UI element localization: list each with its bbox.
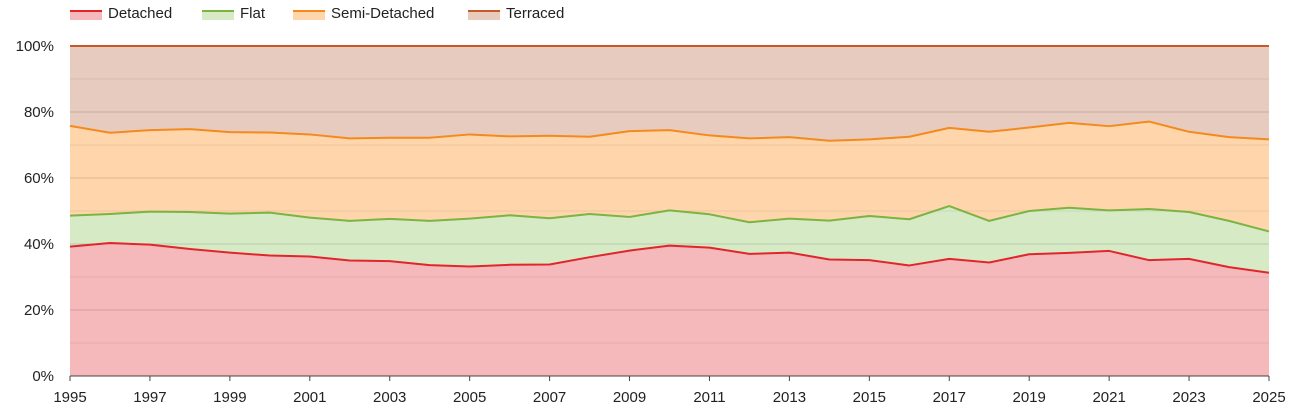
legend-swatch [202,10,234,20]
legend-label: Terraced [506,5,564,22]
legend-item-flat: Flat [202,5,266,22]
axis-layer: 0% 20% 40% 60% 80% 100% 1995 1997 1999 2001 2003 20… [16,38,1286,406]
x-tick-label: 2023 [1172,389,1205,406]
legend-item-detached: Detached [70,5,172,22]
area-terraced [70,46,1269,141]
legend-label: Flat [240,5,266,22]
legend-item-semi-detached: Semi-Detached [293,5,434,22]
y-tick-label: 0% [32,368,54,385]
y-tick-label: 100% [16,38,54,55]
x-tick-label: 2001 [293,389,326,406]
x-tick-label: 2005 [453,389,486,406]
x-tick-label: 2011 [693,389,725,406]
legend-label: Detached [108,5,172,22]
area-detached [70,243,1269,376]
area-flat [70,206,1269,273]
y-tick-label: 60% [24,170,54,187]
line-flat [69,205,1270,233]
x-tick-label: 2009 [613,389,646,406]
x-tick-label: 1999 [213,389,246,406]
x-tick-label: 2017 [933,389,966,406]
x-tick-label: 2015 [853,389,886,406]
legend-item-terraced: Terraced [468,5,564,22]
x-tick-label: 2019 [1013,389,1046,406]
x-tick-label: 1997 [133,389,166,406]
y-tick-label: 40% [24,236,54,253]
legend: Detached Flat Semi-Detached Terraced [70,5,564,22]
x-tick-label: 1995 [53,389,86,406]
legend-swatch [70,10,102,20]
line-semi-detached [69,120,1270,142]
area-semi-detached [70,121,1269,232]
line-detached [69,242,1270,274]
x-tick-label: 2003 [373,389,406,406]
x-tick-label: 2007 [533,389,566,406]
y-tick-label: 20% [24,302,54,319]
line-layer [69,45,1270,274]
grid-layer [70,78,1269,344]
legend-label: Semi-Detached [331,5,434,22]
legend-swatch [468,10,500,20]
x-tick-label: 2025 [1252,389,1285,406]
x-tick-label: 2013 [773,389,806,406]
area-layer [70,46,1269,376]
x-tick-label: 2021 [1092,389,1125,406]
legend-swatch [293,10,325,20]
y-tick-label: 80% [24,104,54,121]
